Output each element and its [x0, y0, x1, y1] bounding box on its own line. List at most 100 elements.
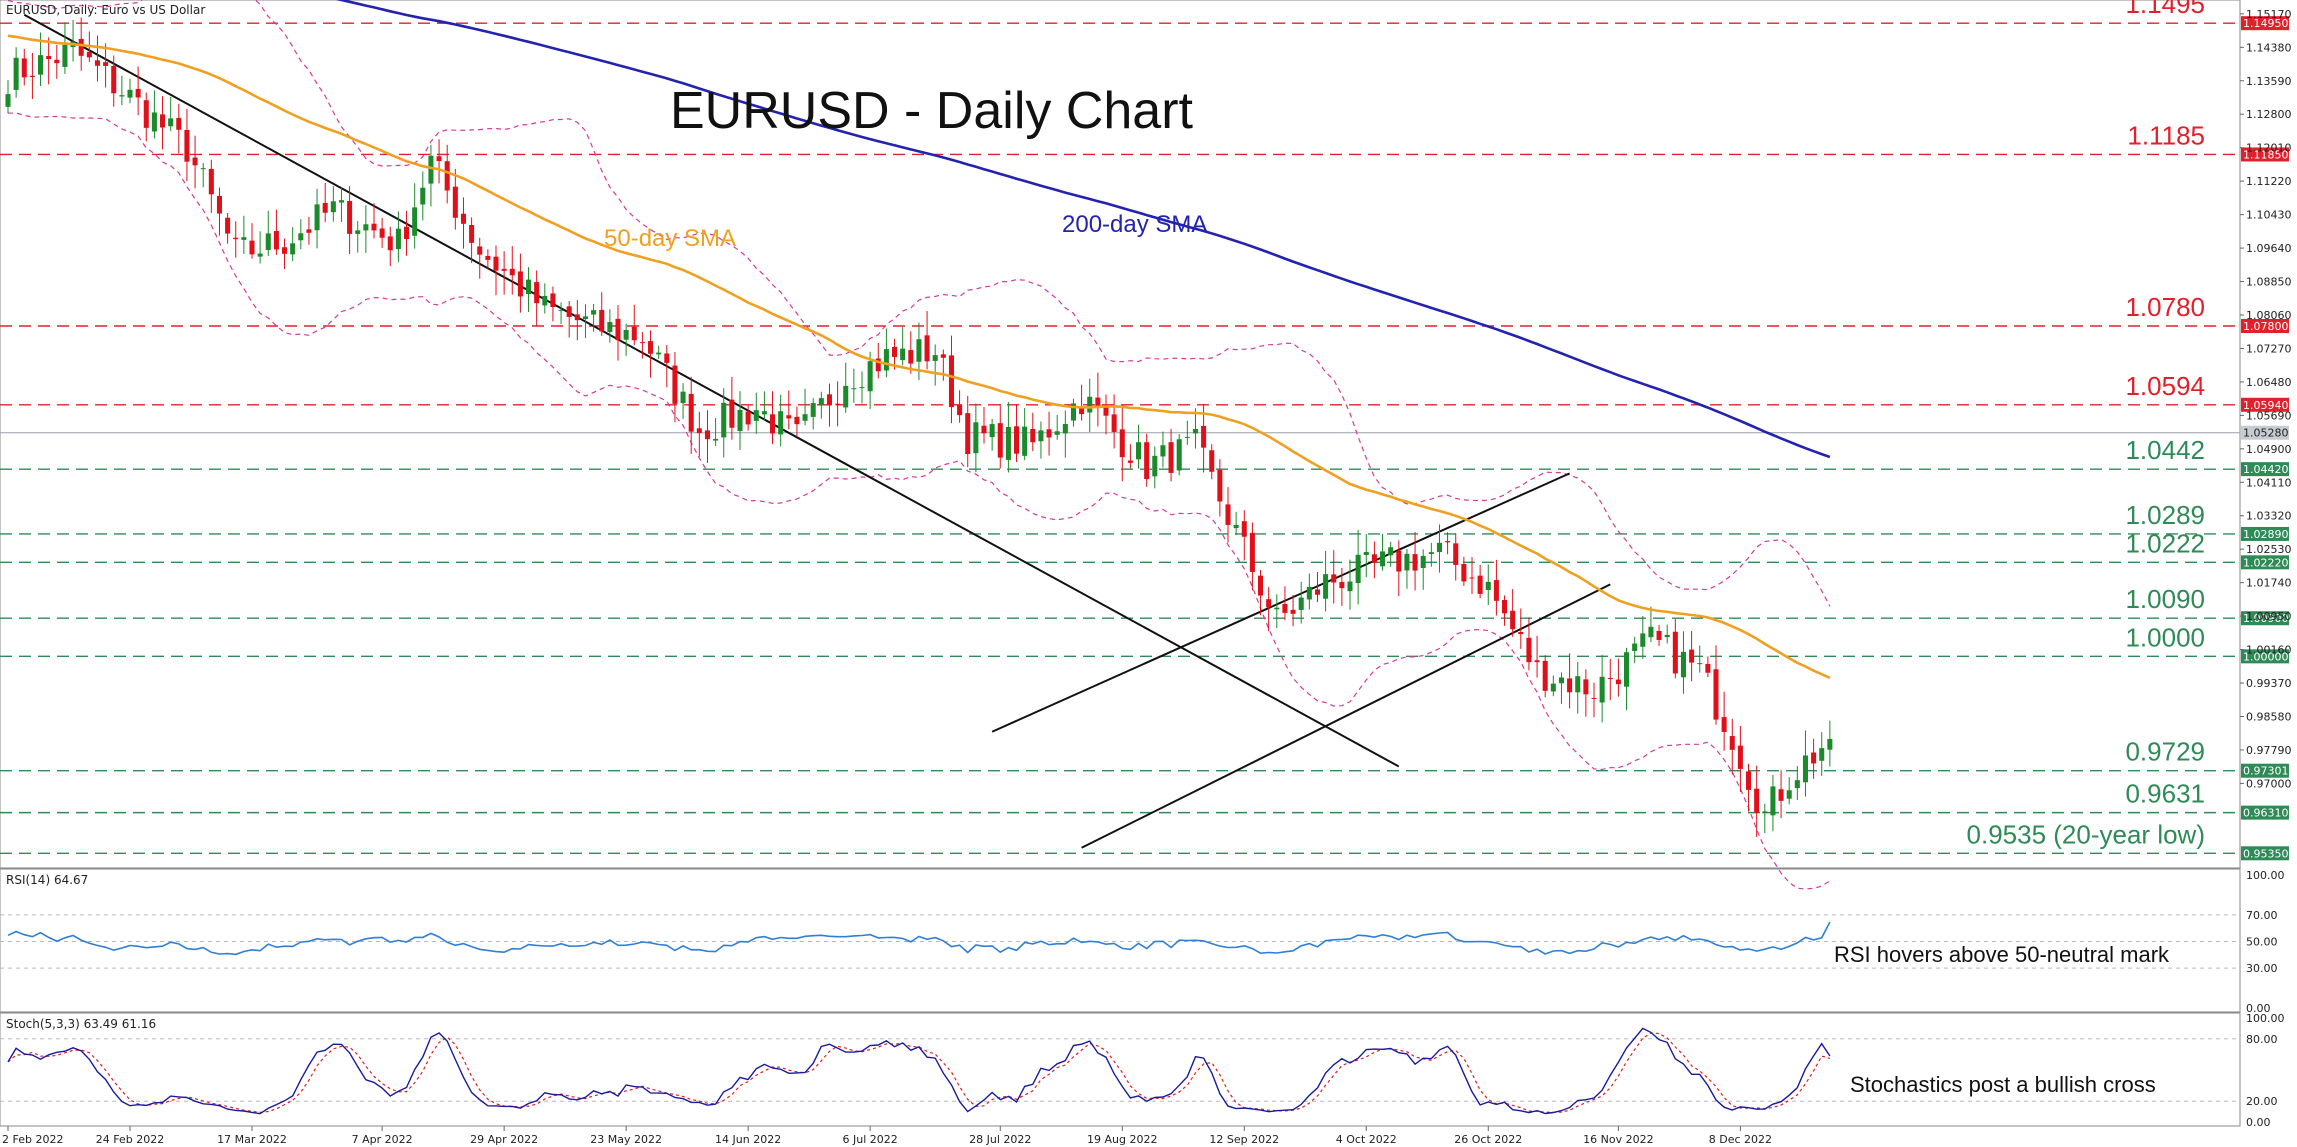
level-tag-bg-1.00000 [2241, 649, 2289, 664]
level-tag-bg-1.04420 [2241, 462, 2289, 477]
candle-body [1323, 574, 1329, 599]
candle-body [1746, 771, 1752, 790]
level-tag-1.00900: 1.00900 [2243, 612, 2289, 625]
candle-body [1770, 786, 1776, 816]
candle-body [62, 44, 68, 67]
level-label-1.07800: 1.0780 [2125, 292, 2205, 322]
candle-body [761, 411, 767, 415]
candle-body [1428, 552, 1434, 554]
candle-body [444, 161, 450, 191]
level-label-1.02890: 1.0289 [2125, 500, 2205, 530]
candle-body [1030, 429, 1036, 443]
candle-body [38, 55, 44, 75]
candle-body [1680, 651, 1686, 678]
candle-body [184, 129, 190, 162]
level-label-0.96310: 0.9631 [2125, 779, 2205, 809]
candle-body [1754, 788, 1760, 813]
candle-body [1160, 445, 1166, 457]
candle-body [1136, 442, 1142, 460]
candle-body [460, 213, 466, 224]
level-label-1.00000: 1.0000 [2125, 622, 2205, 652]
candle-body [265, 233, 271, 250]
candle-body [1046, 429, 1052, 438]
candle-body [729, 399, 735, 428]
candle-body [1290, 609, 1296, 614]
stoch-main-line [7, 1027, 1831, 1115]
candle-body [591, 310, 597, 315]
level-tag-bg-1.02890 [2241, 526, 2289, 541]
candle-body [5, 94, 11, 107]
candle-body [249, 240, 255, 255]
date-axis: 2 Feb 2022 24 Feb 2022 17 Mar 2022 7 Apr 20… [2, 1126, 1772, 1146]
candle-body [412, 207, 418, 236]
candle-body [1087, 396, 1093, 413]
candle-body [379, 228, 385, 238]
price-tick-label: 1.03320 [2246, 510, 2292, 523]
candle-body [1827, 738, 1833, 750]
candle-body [363, 224, 369, 231]
candle-body [1656, 630, 1662, 640]
candle-body [1380, 551, 1386, 567]
candle-body [469, 225, 475, 243]
candle-body [908, 350, 914, 364]
candle-body [395, 228, 401, 250]
price-tick-label: 1.01740 [2246, 577, 2292, 590]
rsi-tick-label: 30.00 [2246, 962, 2278, 975]
candle-body [420, 187, 426, 205]
level-tag-bg-1.11850 [2241, 147, 2289, 162]
candle-body [168, 118, 174, 127]
candle-body [1249, 532, 1255, 572]
candle-body [1420, 555, 1426, 568]
candle-body [615, 318, 621, 341]
sma200-annotation: 200-day SMA [1062, 211, 1207, 238]
candle-body [1111, 414, 1117, 432]
price-axis: 1.15170 1.14380 1.13590 1.12800 1.12010 1.112… [2240, 8, 2292, 790]
candle-body [111, 65, 117, 94]
candle-body [1786, 790, 1792, 799]
level-label-1.00900: 1.0090 [2125, 584, 2205, 614]
date-tick-label: 29 Apr 2022 [470, 1133, 538, 1146]
level-tag-bg-0.95350 [2241, 846, 2289, 861]
candle-body [1689, 649, 1695, 663]
price-tick-label: 1.04900 [2246, 443, 2292, 456]
channel-lower-line [1081, 583, 1611, 849]
candle-body [704, 430, 710, 440]
stoch-signal-line [7, 1032, 1831, 1114]
date-tick-label: 19 Aug 2022 [1087, 1133, 1157, 1146]
level-tag-1.11850: 1.11850 [2243, 148, 2289, 161]
candle-body [981, 425, 987, 434]
candle-body [932, 355, 938, 361]
candle-body [21, 58, 27, 78]
bollinger-bands [7, 0, 1831, 890]
rsi-tick-label: 0.00 [2246, 1002, 2271, 1015]
candle-body [1502, 599, 1508, 614]
price-tick-label: 1.09640 [2246, 242, 2292, 255]
candle-body [940, 354, 946, 358]
candle-body [143, 100, 149, 128]
candle-body [965, 413, 971, 455]
candle-body [656, 352, 662, 355]
date-tick-label: 23 May 2022 [590, 1133, 662, 1146]
candle-body [200, 168, 206, 170]
candle-body [664, 353, 670, 363]
candle-body [1811, 752, 1817, 764]
candle-body [1640, 633, 1646, 647]
candle-body [1119, 429, 1125, 458]
candle-body [1225, 504, 1231, 525]
stoch-tick-label: 20.00 [2246, 1095, 2278, 1108]
candle-body [916, 339, 922, 362]
candle-body [1762, 811, 1768, 814]
price-tick-label: 1.12800 [2246, 108, 2292, 121]
candle-body [1778, 789, 1784, 801]
price-tick-label: 1.08850 [2246, 276, 2292, 289]
candle-body [1510, 610, 1516, 630]
descending-trendline [23, 13, 1400, 768]
candle-body [1436, 542, 1442, 553]
candle-body [1558, 677, 1564, 684]
date-tick-label: 8 Dec 2022 [1709, 1133, 1772, 1146]
candle-body [1079, 407, 1085, 415]
candle-body [1266, 599, 1272, 608]
stochastic-annotation: Stochastics post a bullish cross [1850, 1072, 2156, 1097]
rsi-tick-label: 50.00 [2246, 936, 2278, 949]
candle-body [599, 309, 605, 332]
